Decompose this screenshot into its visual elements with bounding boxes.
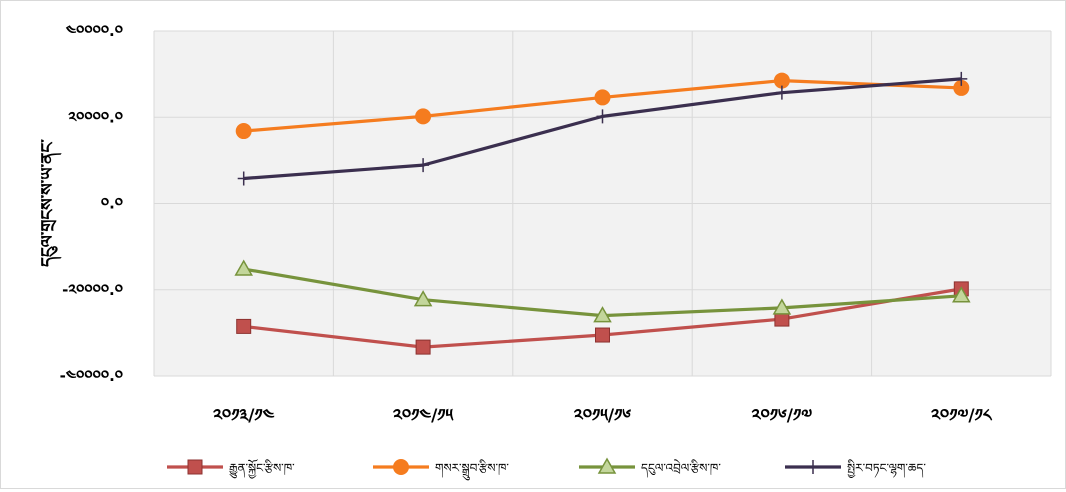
data-point	[595, 327, 610, 343]
legend-item: གསར་སྒྲུབ་རྩིས་ཁ་	[373, 459, 509, 481]
series-layer	[234, 71, 971, 355]
data-point	[415, 339, 431, 355]
legend-item: རྒྱུན་སྐྱོང་རྩིས་ཁ་	[167, 459, 295, 479]
data-point	[235, 123, 252, 140]
legend-label: རྒྱུན་སྐྱོང་རྩིས་ཁ་	[229, 459, 295, 479]
x-tick-label: ༢༠༡༦/༡༧	[752, 406, 813, 426]
y-tick-label: ༢༠༠༠༠.༠	[68, 108, 123, 126]
data-point	[417, 158, 430, 173]
y-tick-label: -༤༠༠༠༠.༠	[60, 367, 123, 385]
data-point	[415, 108, 432, 125]
y-axis-label: དངུལ་གྲངས་ས་ཡ་ནང་	[38, 139, 62, 267]
legend-item: སྤྱིར་བཏང་ལྷག་ཆད་	[785, 459, 926, 478]
data-point	[594, 89, 611, 106]
legend-marker	[807, 460, 819, 474]
y-tick-label: ༤༠༠༠༠.༠	[65, 22, 123, 40]
x-tick-label: ༢༠༡༤/༡༥	[393, 406, 454, 426]
data-point	[596, 109, 609, 124]
series-3	[234, 259, 971, 323]
data-point	[953, 79, 970, 96]
data-point	[772, 298, 792, 315]
legend-label: གསར་སྒྲུབ་རྩིས་ཁ་	[435, 459, 509, 481]
x-tick-label: ༢༠༡༧/༡༨	[931, 406, 993, 426]
series-2	[235, 72, 970, 140]
legend-item: དངུལ་འབྲེལ་རྩིས་ཁ་	[579, 457, 721, 478]
legend-marker	[187, 459, 203, 475]
series-1	[236, 281, 969, 355]
data-point	[413, 290, 433, 307]
x-tick-label: ༢༠༡༥/༡༦	[574, 406, 631, 426]
y-tick-label: -༢༠༠༠༠.༠	[62, 281, 123, 299]
y-tick-label: ༠.༠	[101, 195, 123, 213]
legend-label: དངུལ་འབྲེལ་རྩིས་ཁ་	[641, 459, 721, 478]
legend-marker	[393, 459, 409, 475]
data-point	[952, 286, 971, 303]
data-point	[234, 259, 253, 276]
legend: རྒྱུན་སྐྱོང་རྩིས་ཁ་ གསར་སྒྲུབ་རྩིས་ཁ་ དངུལ…	[167, 457, 926, 481]
data-point	[237, 171, 250, 186]
y-tick-labels: -༤༠༠༠༠.༠ -༢༠༠༠༠.༠ ༠.༠ ༢༠༠༠༠.༠ ༤༠༠༠༠.༠	[60, 22, 123, 385]
data-point	[593, 306, 612, 323]
legend-marker	[597, 457, 617, 474]
data-point	[955, 71, 968, 86]
legend-label: སྤྱིར་བཏང་ལྷག་ཆད་	[847, 459, 926, 478]
series-4	[237, 71, 968, 186]
data-point	[236, 318, 252, 334]
x-tick-labels: ༢༠༡༣/༡༤ ༢༠༡༤/༡༥ ༢༠༡༥/༡༦ ༢༠༡༦/༡༧ ༢༠༡༧/༡༨	[213, 406, 993, 426]
data-point	[773, 72, 790, 89]
data-point	[775, 85, 788, 100]
x-tick-label: ༢༠༡༣/༡༤	[213, 406, 275, 426]
